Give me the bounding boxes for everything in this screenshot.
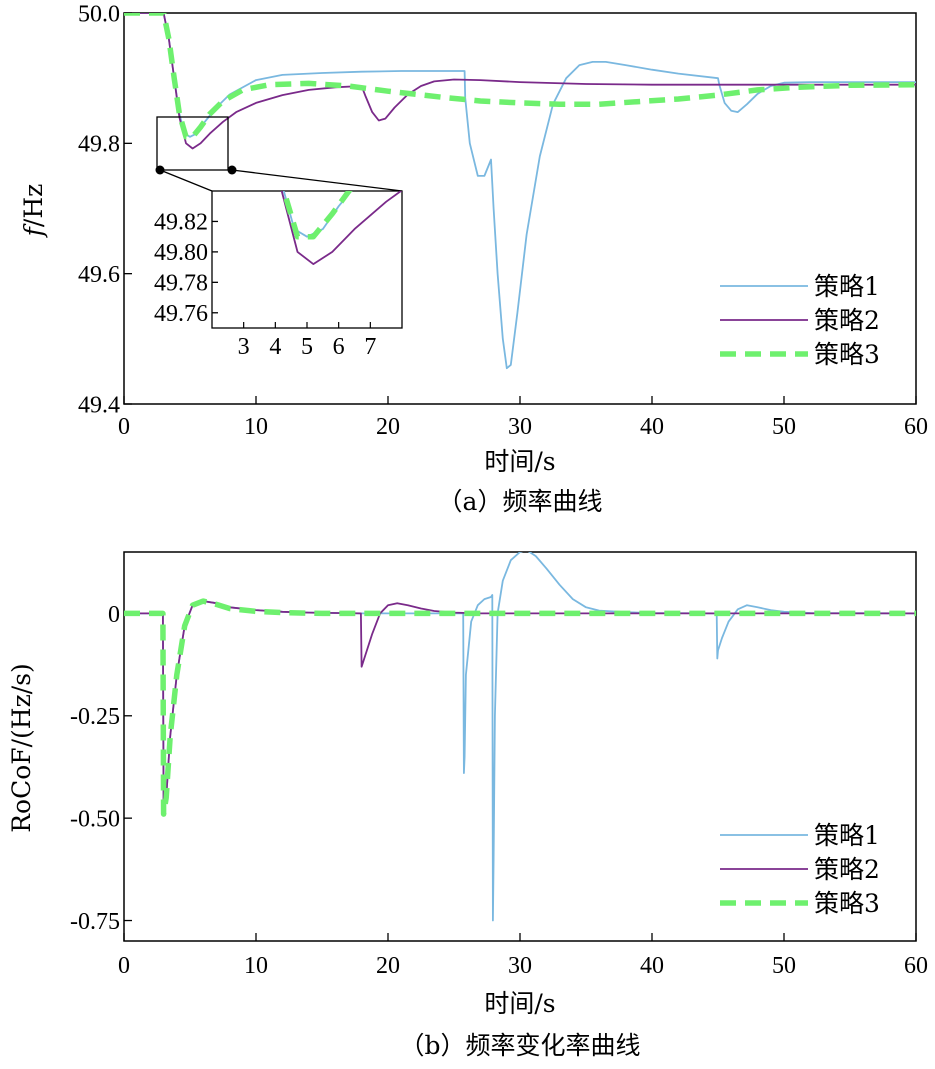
panel-b-ytick-label: -0.50 [70, 807, 120, 833]
panel-b: 0 10 20 30 40 50 60 0 -0.25 -0.50 -0.75 时间/s RoCo… [7, 551, 928, 1060]
inset-ytick-label: 49.80 [154, 240, 208, 266]
panel-b-xtick-label: 60 [904, 953, 928, 979]
zoom-anchor-right [227, 165, 237, 175]
inset-xtick-label: 6 [333, 334, 345, 360]
zoom-connector-right [231, 169, 403, 192]
inset-xtick-label: 5 [301, 334, 313, 360]
panel-a-line-1 [124, 13, 916, 370]
panel-b-xtick-label: 30 [508, 953, 532, 979]
panel-a-xtick-label: 60 [904, 414, 928, 440]
panel-a-ytick-label: 49.8 [78, 132, 120, 158]
panel-b-xtick-label: 20 [376, 953, 400, 979]
zoom-connector-left [159, 169, 213, 192]
panel-a-legend-label-1: 策略1 [814, 272, 880, 301]
inset-ytick-label: 49.82 [154, 209, 208, 235]
panel-a-xlabel: 时间/s [484, 447, 555, 476]
panel-b-ytick-label: 0 [108, 602, 120, 628]
inset-ytick-label: 49.76 [154, 301, 208, 327]
panel-b-xtick-label: 0 [118, 953, 130, 979]
zoom-anchor-left [155, 165, 165, 175]
panel-a-ytick-label: 50.0 [78, 1, 120, 27]
panel-a-xtick-label: 0 [118, 414, 130, 440]
panel-a-ylabel-f: f [19, 223, 48, 238]
inset-ytick-label: 49.78 [154, 270, 208, 296]
inset-line-1 [282, 191, 353, 238]
panel-b-line-2 [124, 600, 916, 815]
panel-b-line-1 [124, 552, 916, 922]
inset-line-2 [280, 191, 402, 265]
panel-b-ytick-label: -0.25 [70, 704, 120, 730]
panel-b-legend-label-3: 策略3 [814, 889, 880, 918]
inset-xtick-label: 3 [238, 334, 250, 360]
panel-a-ylabel: f/Hz [19, 184, 48, 239]
inset-xtick-label: 4 [269, 334, 281, 360]
panel-a-legend-label-3: 策略3 [814, 340, 880, 369]
panel-a-xtick-label: 40 [640, 414, 664, 440]
inset-line-3 [281, 191, 353, 240]
panel-b-xtick-label: 50 [772, 953, 796, 979]
panel-a-line-2 [124, 13, 916, 150]
panel-a-legend-label-2: 策略2 [814, 306, 880, 335]
panel-b-xlabel: 时间/s [484, 989, 555, 1018]
inset-xtick-label: 7 [364, 334, 376, 360]
panel-a-xtick-label: 50 [772, 414, 796, 440]
zoom-box [156, 116, 229, 171]
panel-b-xtick-label: 10 [244, 953, 268, 979]
panel-b-xtick-label: 40 [640, 953, 664, 979]
panel-b-legend-label-2: 策略2 [814, 855, 880, 884]
panel-a-caption: （a）频率曲线 [438, 487, 603, 516]
panel-a-ytick-label: 49.6 [78, 262, 120, 288]
panel-b-ytick-label: -0.75 [70, 909, 120, 935]
panel-a-ylabel-unit: /Hz [19, 184, 48, 227]
panel-b-line-3 [124, 598, 916, 817]
panel-a-line-3 [124, 13, 916, 140]
panel-a-xtick-label: 10 [244, 414, 268, 440]
panel-b-caption: （b）频率变化率曲线 [399, 1031, 640, 1060]
panel-a-xtick-label: 30 [508, 414, 532, 440]
panel-b-ylabel: RoCoF/(Hz/s) [7, 663, 36, 833]
panel-a-ytick-label: 49.4 [78, 392, 120, 418]
panel-a-xtick-label: 20 [376, 414, 400, 440]
panel-b-legend-label-1: 策略1 [814, 821, 880, 850]
